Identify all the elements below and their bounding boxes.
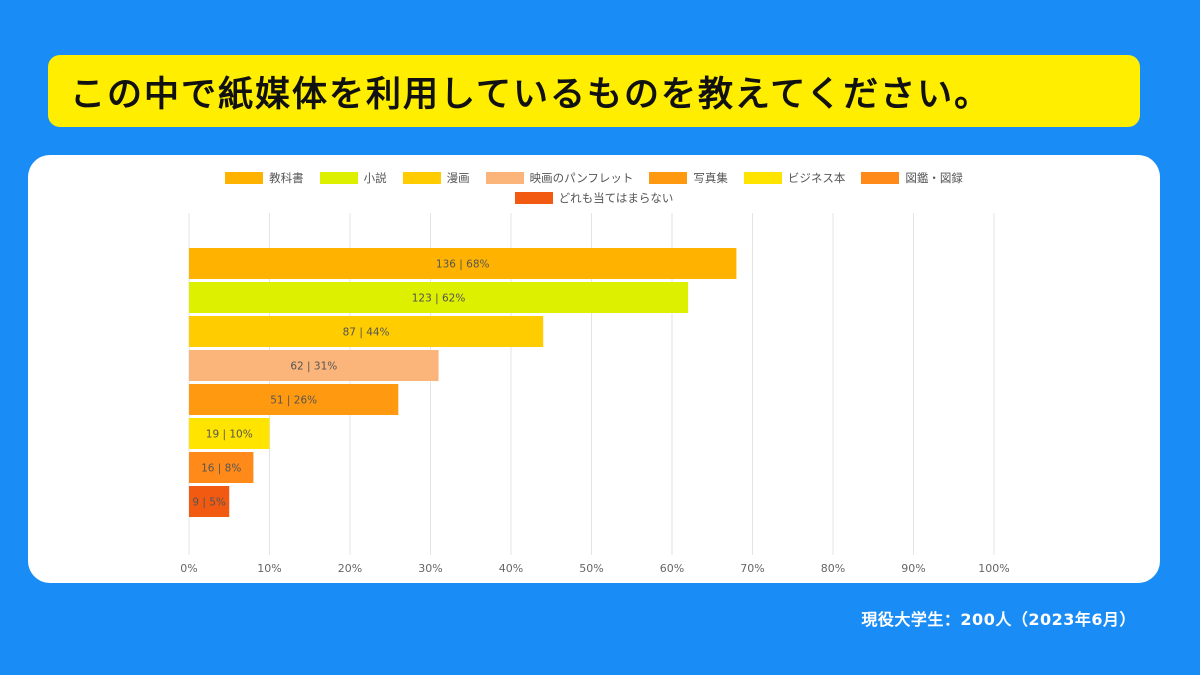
chart-card: 教科書 小説 漫画 映画のパンフレット 写真集 ビジネス本 図鑑・図録 どれも当てはまらない…	[28, 155, 1160, 583]
x-tick-label: 70%	[740, 562, 764, 575]
bar	[189, 486, 230, 517]
bar	[189, 384, 399, 415]
legend-swatch	[514, 192, 553, 204]
legend-row: どれも当てはまらない	[28, 188, 1160, 208]
x-tick-label: 40%	[499, 562, 523, 575]
legend-item[interactable]: 小説	[319, 170, 387, 186]
x-tick-label: 100%	[978, 562, 1009, 575]
legend-label: 教科書	[269, 171, 304, 185]
x-tick-label: 20%	[338, 562, 362, 575]
bar-data-label: 62 | 31%	[290, 361, 337, 373]
bar-data-label: 136 | 68%	[436, 259, 490, 271]
bar-data-label: 16 | 8%	[201, 463, 241, 475]
x-tick-label: 10%	[257, 562, 281, 575]
legend-item[interactable]: 漫画	[402, 170, 470, 186]
legend-label: どれも当てはまらない	[558, 191, 674, 205]
x-tick-label: 50%	[579, 562, 603, 575]
legend-item[interactable]: どれも当てはまらない	[514, 190, 674, 206]
legend-item[interactable]: 写真集	[649, 170, 728, 186]
chart-legend: 教科書 小説 漫画 映画のパンフレット 写真集 ビジネス本 図鑑・図録 どれも当てはまらない	[28, 168, 1160, 208]
x-tick-label: 60%	[660, 562, 684, 575]
bar-data-label: 19 | 10%	[206, 429, 253, 441]
legend-label: ビジネス本	[787, 171, 846, 185]
legend-label: 小説	[363, 171, 387, 185]
x-tick-label: 30%	[418, 562, 442, 575]
bar	[189, 418, 270, 449]
legend-item[interactable]: ビジネス本	[743, 170, 846, 186]
survey-footnote: 現役大学生：200人（2023年6月）	[861, 610, 1136, 629]
bar	[189, 282, 689, 313]
title-banner: この中で紙媒体を利用しているものを教えてください。	[48, 55, 1140, 127]
legend-item[interactable]: 教科書	[225, 170, 304, 186]
page-title: この中で紙媒体を利用しているものを教えてください。	[70, 74, 992, 115]
legend-label: 写真集	[693, 171, 728, 185]
bar-data-label: 87 | 44%	[343, 327, 390, 339]
legend-label: 映画のパンフレット	[529, 171, 634, 185]
legend-label: 図鑑・図録	[905, 171, 963, 185]
x-tick-label: 90%	[901, 562, 925, 575]
legend-label: 漫画	[446, 171, 470, 185]
legend-swatch	[402, 172, 441, 184]
bar	[189, 248, 737, 279]
bar-data-label: 9 | 5%	[192, 497, 226, 509]
legend-swatch	[743, 172, 782, 184]
legend-item[interactable]: 図鑑・図録	[861, 170, 963, 186]
x-tick-label: 80%	[821, 562, 845, 575]
bar	[189, 350, 439, 381]
legend-swatch	[861, 172, 900, 184]
legend-swatch	[649, 172, 688, 184]
x-tick-label: 0%	[180, 562, 197, 575]
legend-swatch	[225, 172, 264, 184]
bar	[189, 452, 254, 483]
legend-row: 教科書 小説 漫画 映画のパンフレット 写真集 ビジネス本 図鑑・図録	[28, 168, 1160, 188]
bar-chart: 0% 10% 20% 30% 40% 50% 60% 70% 80% 90% 100% 136 | 6…	[180, 213, 1010, 575]
bar-data-label: 51 | 26%	[270, 395, 317, 407]
bar	[189, 316, 544, 347]
legend-swatch	[319, 172, 358, 184]
bar-data-label: 123 | 62%	[412, 293, 466, 305]
legend-item[interactable]: 映画のパンフレット	[485, 170, 634, 186]
legend-swatch	[485, 172, 524, 184]
